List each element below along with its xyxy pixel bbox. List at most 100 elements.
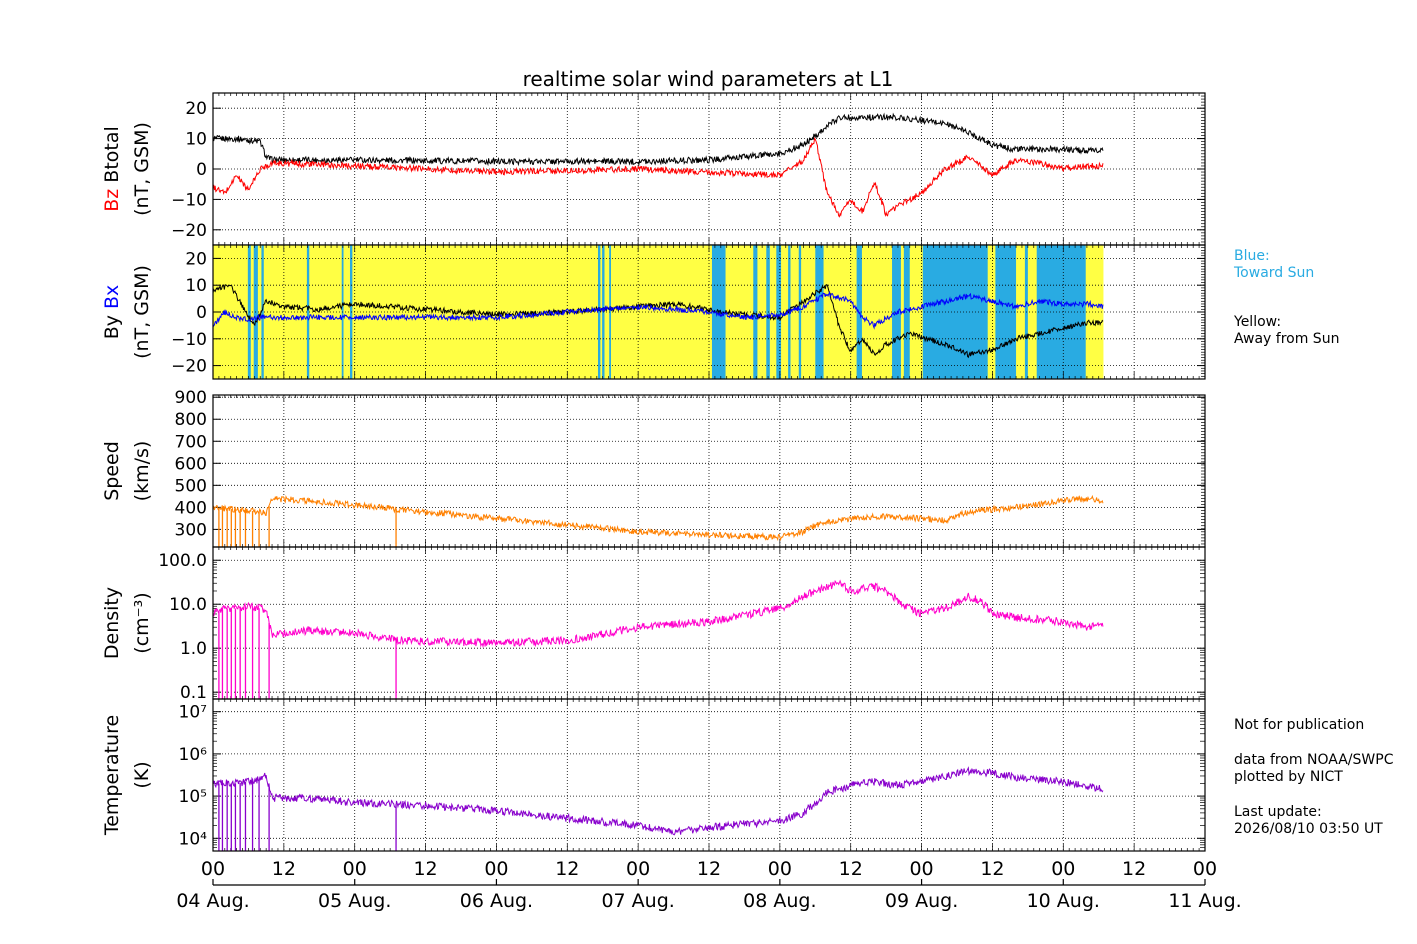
y-tick-label: −10 (171, 190, 207, 210)
x-hour-label: 12 (413, 858, 437, 880)
series-line-temperature (213, 766, 1104, 836)
legend-yellow-label: Yellow: (1234, 314, 1282, 330)
y-tick-label: 300 (175, 520, 207, 540)
x-day-label: 08 Aug. (743, 890, 816, 912)
y-tick-label: 0 (196, 160, 207, 180)
y-tick-label: −20 (171, 357, 207, 377)
panel-temperature: 10⁷ 10⁶ 10⁵ 10⁴ Temperature (K) (101, 698, 1206, 852)
panel-density: 100.0 10.0 1.0 0.1 Density (cm⁻³) (101, 546, 1206, 703)
sector-toward-band (892, 245, 901, 379)
x-day-label: 06 Aug. (460, 890, 533, 912)
panel-frame (212, 244, 1206, 380)
y-tick-label: 400 (175, 498, 207, 518)
plotted-by-note: plotted by NICT (1234, 769, 1343, 785)
ylabel-unit: (km/s) (131, 441, 153, 502)
legend-yellow-desc: Away from Sun (1234, 331, 1340, 347)
y-tick-label: 100.0 (158, 551, 207, 571)
y-tick-label: 1.0 (180, 639, 207, 659)
y-tick-label: 700 (175, 432, 207, 452)
x-hour-label: 00 (201, 858, 225, 880)
y-tick-label: 600 (175, 454, 207, 474)
panel-bfield: 20 10 0 −10 −20 Bz Btotal (nT, GSM) (101, 92, 1206, 246)
sector-toward-band (922, 245, 988, 379)
ylabel-by: By (101, 315, 123, 339)
panel-ylabel: Bz Btotal (nT, GSM) (101, 122, 153, 216)
y-tick-label: 10⁵ (179, 787, 207, 807)
last-update-label: Last update: (1234, 804, 1322, 820)
x-hour-label: 00 (768, 858, 792, 880)
ylabel-unit: (K) (131, 761, 153, 788)
x-hour-label: 00 (343, 858, 367, 880)
x-hour-label: 00 (1051, 858, 1075, 880)
panel-ylabel: Speed (km/s) (101, 441, 153, 502)
ylabel-unit: (cm⁻³) (131, 592, 153, 653)
x-day-label: 09 Aug. (885, 890, 958, 912)
x-day-label: 11 Aug. (1168, 890, 1241, 912)
panels: 20 10 0 −10 −20 Bz Btotal (nT, GSM) 20 10 0 −10 −20… (101, 92, 1206, 852)
ylabel-name: Density (101, 587, 123, 659)
x-hour-label: 12 (980, 858, 1004, 880)
panel-bxby: 20 10 0 −10 −20 By Bx (nT, GSM) (101, 244, 1206, 380)
x-hour-label: 12 (697, 858, 721, 880)
x-day-label: 04 Aug. (176, 890, 249, 912)
x-hour-label: 12 (555, 858, 579, 880)
x-hour-label: 00 (1193, 858, 1217, 880)
x-hour-label: 00 (909, 858, 933, 880)
x-hour-label: 12 (839, 858, 863, 880)
panel-ylabel: By Bx (nT, GSM) (101, 265, 153, 359)
x-hour-label: 12 (1122, 858, 1146, 880)
y-tick-label: 900 (175, 388, 207, 408)
legend-blue-label: Blue: (1234, 248, 1270, 264)
y-tick-label: 500 (175, 476, 207, 496)
ylabel-bx: Bx (101, 285, 123, 315)
legend-blue-desc: Toward Sun (1234, 265, 1315, 281)
x-day-label: 05 Aug. (318, 890, 391, 912)
y-tick-label: 20 (185, 249, 207, 269)
ylabel-name: Speed (101, 441, 123, 501)
panel-ylabel: Temperature (K) (101, 715, 153, 836)
sector-toward-band (597, 245, 601, 379)
sector-toward-band (753, 245, 758, 379)
sector-toward-band (306, 245, 310, 379)
y-tick-label: 20 (185, 99, 207, 119)
not-for-publication-note: Not for publication (1234, 717, 1365, 733)
ylabel-parts: Bz Btotal (101, 126, 123, 212)
ylabel-bz: Bz (101, 189, 123, 212)
ylabel-btotal: Btotal (101, 126, 123, 189)
y-tick-label: 10⁷ (179, 703, 208, 723)
sector-toward-band (261, 245, 264, 379)
series-line-by (213, 283, 1104, 359)
ylabel-parts: By Bx (101, 285, 123, 340)
y-tick-label: 10.0 (169, 595, 207, 615)
y-tick-label: 0 (196, 303, 207, 323)
series-line-speed (213, 494, 1104, 542)
ylabel-unit: (nT, GSM) (131, 265, 153, 359)
chart-title: realtime solar wind parameters at L1 (523, 67, 894, 91)
y-tick-label: −20 (171, 221, 207, 241)
ylabel-name: Temperature (101, 715, 123, 836)
last-update-value: 2026/08/10 03:50 UT (1234, 821, 1383, 837)
sector-toward-band (776, 245, 782, 379)
series-line-btotal (213, 112, 1104, 167)
data-source-note: data from NOAA/SWPC (1234, 752, 1394, 768)
series-line-bz (213, 136, 1104, 218)
panel-ylabel: Density (cm⁻³) (101, 587, 153, 659)
x-hour-label: 00 (484, 858, 508, 880)
sector-toward-band (609, 245, 611, 379)
series-line-bx (213, 291, 1104, 330)
y-tick-label: 10⁶ (179, 745, 208, 765)
x-hour-label: 00 (626, 858, 650, 880)
x-hour-label: 12 (272, 858, 296, 880)
x-day-label: 10 Aug. (1027, 890, 1100, 912)
time-axis: 00 12 00 12 00 12 00 12 00 12 00 12 00 12 00 04 Aug. 05 … (176, 858, 1241, 912)
sector-toward-band (798, 245, 802, 379)
y-tick-label: 10⁴ (179, 829, 208, 849)
y-tick-label: 10 (185, 130, 207, 150)
sector-toward-band (856, 245, 862, 379)
x-day-label: 07 Aug. (601, 890, 674, 912)
y-tick-label: 800 (175, 410, 207, 430)
panel-frame (212, 698, 1206, 852)
y-tick-label: 0.1 (180, 683, 207, 703)
